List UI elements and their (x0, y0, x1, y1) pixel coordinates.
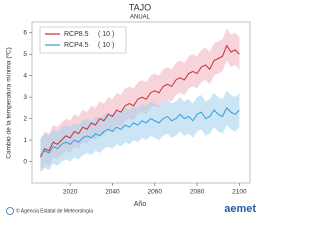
chart-title: TAJO (129, 2, 151, 12)
legend-label: RCP4.5 (64, 42, 89, 49)
line (40, 44, 240, 158)
y-tick-label: 0 (23, 158, 27, 165)
x-axis-label: Año (134, 201, 147, 208)
band (40, 90, 240, 173)
legend-label: RCP8.5 (64, 31, 89, 38)
x-tick-label: 2020 (63, 189, 78, 196)
y-axis-label: Cambio de la temperatura mínima (ºC) (6, 47, 13, 158)
legend-box (39, 26, 127, 54)
x-tick-label: 2100 (232, 189, 247, 196)
logo: aemet (224, 203, 256, 215)
footer-icon (6, 207, 14, 215)
x-tick-label: 2080 (190, 189, 205, 196)
chart: TAJO ANUAL Año Cambio de la temperatura … (6, 2, 257, 215)
y-tick-label: 4 (23, 72, 27, 79)
legend-count: ( 10 ) (98, 42, 114, 49)
y-tick-label: 6 (23, 29, 27, 36)
line (40, 107, 240, 156)
y-tick-label: 2 (23, 115, 27, 122)
y-tick-label: 1 (23, 137, 27, 144)
chart-subtitle: ANUAL (130, 15, 151, 21)
x-tick-label: 2040 (105, 189, 120, 196)
footer: © Agencia Estatal de Meteorología (16, 207, 93, 214)
x-tick-label: 2060 (148, 189, 163, 196)
y-tick-label: 5 (23, 51, 27, 58)
legend-count: ( 10 ) (98, 31, 114, 38)
y-tick-label: 3 (23, 94, 27, 101)
